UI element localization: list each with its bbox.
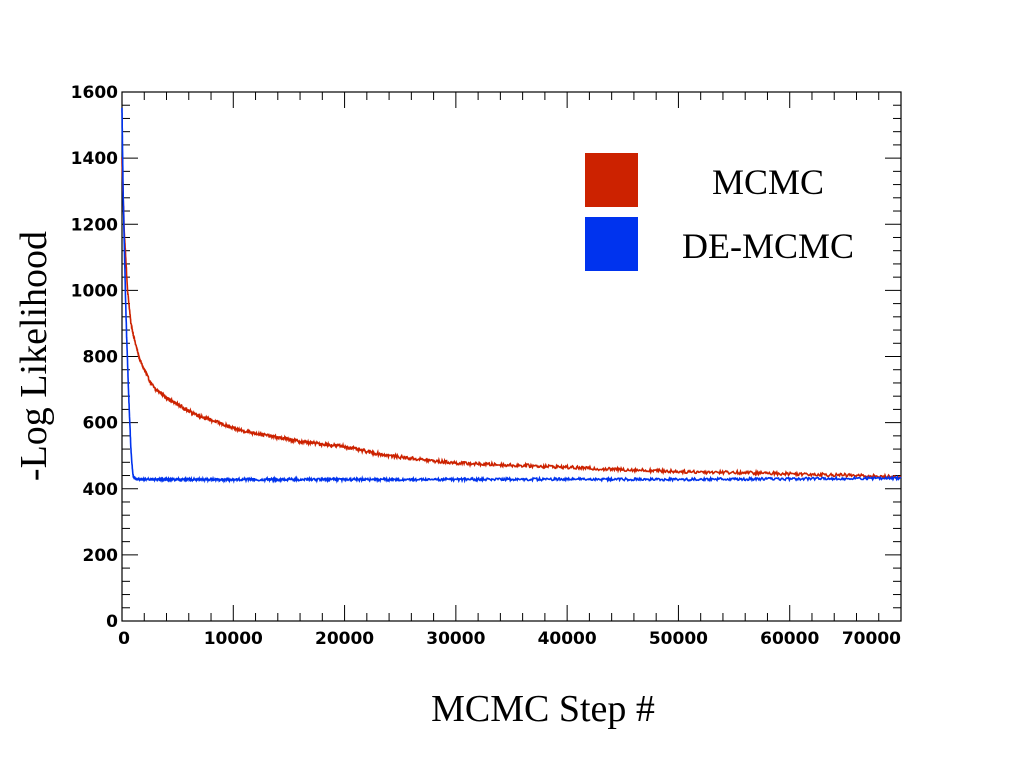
y-tick-label: 200	[83, 546, 119, 566]
y-tick-label: 600	[83, 414, 119, 434]
x-tick-label: 60000	[760, 629, 819, 649]
legend-label-de-mcmc: DE-MCMC	[682, 226, 854, 266]
x-tick-label: 40000	[538, 629, 597, 649]
legend: MCMC DE-MCMC	[585, 153, 854, 271]
y-tick-label: 1200	[71, 215, 118, 235]
y-tick-label: 0	[106, 612, 118, 632]
y-tick-label: 400	[83, 480, 119, 500]
series-line-de-mcmc	[121, 107, 902, 484]
y-tick-label: 1000	[71, 281, 118, 301]
legend-swatch-de-mcmc	[585, 217, 638, 271]
x-tick-label: 0	[118, 629, 130, 649]
y-tick-label: 1400	[71, 149, 118, 169]
y-axis-title: -Log Likelihood	[13, 231, 55, 481]
legend-swatch-mcmc	[585, 153, 638, 207]
y-tick-label: 1600	[71, 83, 118, 103]
x-tick-label: 30000	[426, 629, 485, 649]
series-line-mcmc	[121, 157, 902, 481]
x-tick-label: 10000	[204, 629, 263, 649]
x-tick-label: 20000	[315, 629, 374, 649]
x-tick-label: 70000	[842, 629, 901, 649]
legend-label-mcmc: MCMC	[712, 162, 824, 202]
x-axis-title: MCMC Step #	[431, 688, 655, 730]
x-axis-ticks: 0 10000 20000 30000 40000 50000 60000 70000	[118, 92, 902, 649]
y-axis-ticks: 0 200 400 600 800 1000 1200 1400 1600	[71, 83, 901, 632]
x-tick-label: 50000	[649, 629, 708, 649]
series-layer	[121, 107, 902, 484]
y-tick-label: 800	[83, 348, 119, 368]
